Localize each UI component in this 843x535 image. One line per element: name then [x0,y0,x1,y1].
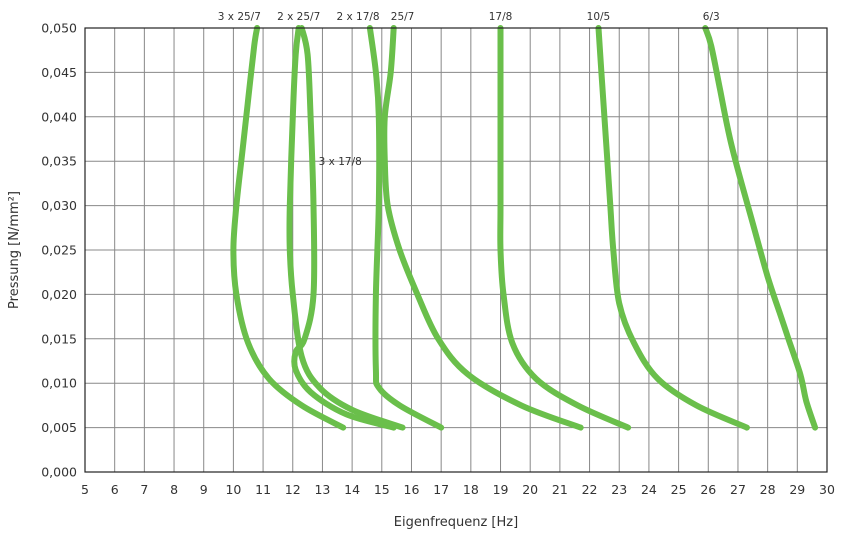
x-tick-label: 20 [522,482,538,497]
x-tick-label: 14 [344,482,360,497]
y-tick-label: 0,000 [41,465,77,480]
x-tick-label: 25 [671,482,687,497]
series-label-17-8: 17/8 [489,11,513,23]
series-line-25-7 [381,25,584,431]
y-axis-ticks: 0,000 0,005 0,010 0,015 0,020 0,025 0,030 0,035… [41,21,77,480]
series-label-3-x-17-8: 3 x 17/8 [319,156,362,168]
x-tick-label: 21 [552,482,568,497]
x-tick-label: 12 [285,482,301,497]
x-tick-label: 17 [433,482,449,497]
x-tick-label: 13 [314,482,330,497]
x-tick-label: 9 [200,482,208,497]
x-tick-label: 10 [225,482,241,497]
x-tick-label: 15 [374,482,390,497]
x-tick-label: 26 [700,482,716,497]
x-tick-label: 18 [463,482,479,497]
series-line-3-x-25-7 [230,25,347,431]
y-tick-label: 0,020 [41,287,77,302]
series-line-2-x-17-8 [366,25,445,431]
series-label-25-7: 25/7 [391,11,415,23]
y-tick-label: 0,045 [41,65,77,80]
y-tick-label: 0,050 [41,21,77,36]
x-tick-label: 22 [582,482,598,497]
series-labels: 3 x 25/7 2 x 25/7 2 x 17/8 25/7 17/8 10/5 6/3 3… [218,11,720,168]
series-line-2-x-25-7 [286,25,406,431]
x-tick-label: 11 [255,482,271,497]
x-tick-label: 16 [404,482,420,497]
x-axis-label: Eigenfrequenz [Hz] [394,515,518,530]
y-axis-label: Pressung [N/mm²] [7,191,22,309]
x-axis-ticks: 5 6 7 8 9 10 11 12 13 14 15 16 17 18 19 20 21 22 23 24 25 26 2… [81,482,835,497]
series-layer [230,25,819,431]
series-label-3-x-25-7: 3 x 25/7 [218,11,261,23]
series-line-3-x-17-8 [291,25,397,431]
series-line-10-5 [595,25,750,431]
y-tick-label: 0,040 [41,109,77,124]
y-tick-label: 0,035 [41,154,77,169]
series-label-10-5: 10/5 [587,11,611,23]
x-tick-label: 29 [789,482,805,497]
series-line-17-8 [497,25,632,431]
series-label-6-3: 6/3 [703,11,720,23]
x-tick-label: 7 [140,482,148,497]
x-tick-label: 8 [170,482,178,497]
x-tick-label: 24 [641,482,657,497]
x-tick-label: 28 [760,482,776,497]
plot-frame [84,27,828,473]
series-label-2-x-25-7: 2 x 25/7 [277,11,320,23]
y-tick-label: 0,005 [41,420,77,435]
y-tick-label: 0,025 [41,243,77,258]
x-tick-label: 30 [819,482,835,497]
x-tick-label: 19 [493,482,509,497]
y-tick-label: 0,010 [41,376,77,391]
x-tick-label: 27 [730,482,746,497]
series-line-6-3 [702,25,819,431]
grid [84,27,828,473]
series-label-2-x-17-8: 2 x 17/8 [336,11,379,23]
x-tick-label: 5 [81,482,89,497]
y-tick-label: 0,015 [41,331,77,346]
x-tick-label: 6 [111,482,119,497]
x-tick-label: 23 [611,482,627,497]
y-tick-label: 0,030 [41,198,77,213]
